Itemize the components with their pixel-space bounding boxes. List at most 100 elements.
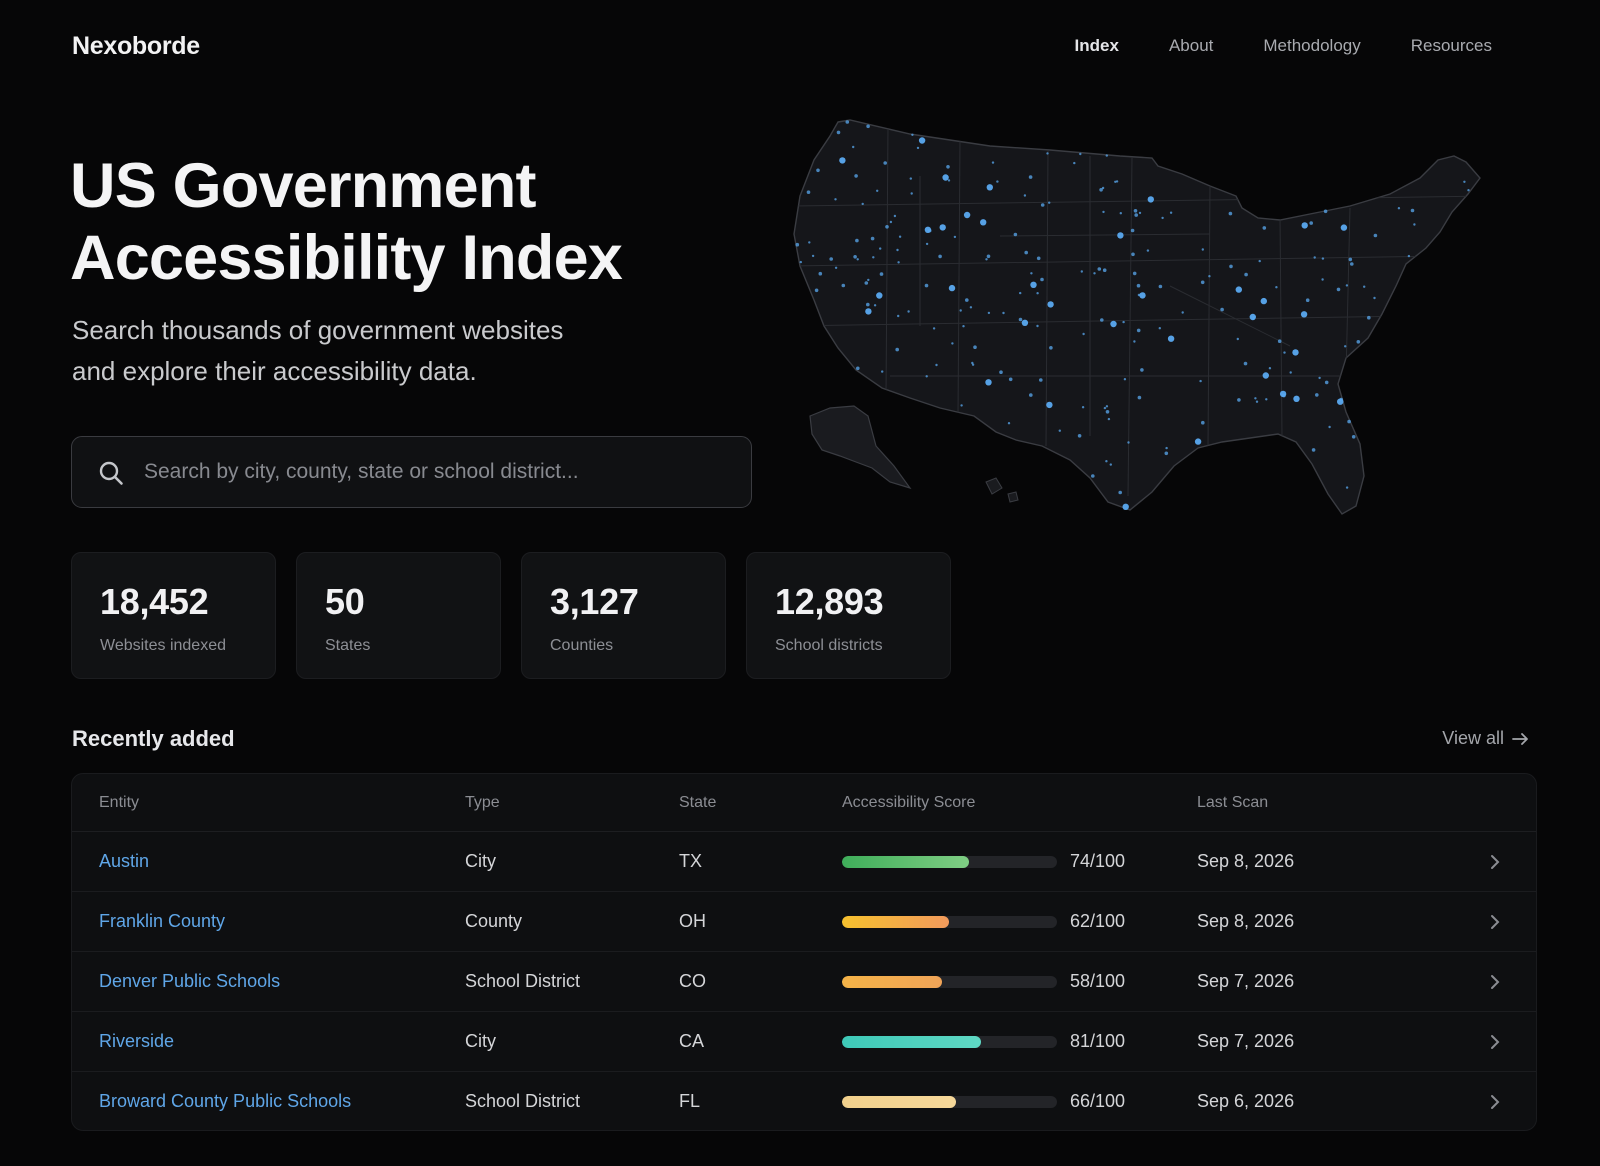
map-dot [1115,180,1119,183]
map-dot [1117,232,1124,239]
map-dot [1024,250,1028,255]
us-map-outline [793,119,1481,515]
score-text: 81/100 [1070,1031,1126,1051]
map-dot [1040,277,1044,282]
map-dot [1260,297,1267,305]
map-dot [1323,209,1328,214]
stat-label: Websites indexed [100,637,226,654]
map-dot [1345,486,1349,489]
search-input[interactable] [144,437,734,507]
map-dot [865,308,872,315]
map-dot [1102,210,1105,214]
table-row[interactable]: Denver Public Schools School District CO… [72,952,1536,1012]
map-dot [1236,337,1239,341]
column-header-last-scan[interactable]: Last Scan [1197,794,1269,811]
search-box [71,436,752,508]
alaska-outline [809,405,912,490]
brand-logo[interactable]: Nexoborde [72,32,200,60]
map-dot [1194,438,1202,445]
column-header-entity[interactable]: Entity [99,794,140,811]
map-dot [839,157,846,164]
map-dot [876,292,883,299]
chevron-right-icon[interactable] [1488,912,1502,932]
map-dot [942,174,949,181]
map-dot [1292,349,1299,356]
map-dot [999,370,1003,374]
map-dot [1132,271,1137,276]
map-dot [814,288,819,293]
table-row[interactable]: Broward County Public Schools School Dis… [72,1072,1536,1130]
table-row[interactable]: Riverside City CA 81/100 Sep 7, 2026 [72,1012,1536,1072]
map-dot [1467,189,1470,192]
map-dot [1105,154,1108,157]
map-dot [1324,380,1329,385]
map-dot [1315,393,1319,397]
map-dot [1228,211,1233,216]
column-header-score[interactable]: Accessibility Score [842,794,976,811]
map-dot [987,311,991,315]
score-bar-fill [842,856,970,868]
view-all-label: View all [1442,728,1504,748]
chevron-right-icon[interactable] [1488,972,1502,992]
map-dot [962,325,965,328]
nav-item-methodology[interactable]: Methodology [1263,36,1361,55]
nav-item-resources[interactable]: Resources [1410,36,1492,55]
map-dot [910,192,913,195]
map-dot [1118,490,1122,495]
column-header-type[interactable]: Type [465,794,500,811]
map-dot [946,165,950,169]
map-dot [897,314,900,318]
map-dot [1201,420,1205,425]
map-dot [1300,311,1308,318]
last-scan-cell: Sep 7, 2026 [1197,971,1295,991]
state-cell: OH [679,911,706,931]
type-cell: City [465,851,496,871]
chevron-right-icon[interactable] [1488,1092,1502,1112]
entity-link[interactable]: Denver Public Schools [99,971,281,991]
chevron-right-icon[interactable] [1488,852,1502,872]
map-dot [1243,361,1248,366]
score-bar [842,856,1057,868]
score-bar-fill [842,1096,956,1108]
map-dot [1046,401,1053,409]
map-dot [1321,257,1325,260]
map-dot [1293,395,1300,402]
table-row[interactable]: Franklin County County OH 62/100 Sep 8, … [72,892,1536,952]
view-all-link[interactable]: View all [1442,728,1530,749]
map-dot [1283,351,1286,354]
map-dot [1146,249,1150,252]
nav-item-index[interactable]: Index [1074,36,1119,55]
map-dot [1103,406,1107,410]
map-dot [897,261,900,264]
table-row[interactable]: Austin City TX 74/100 Sep 8, 2026 [72,832,1536,892]
entity-link[interactable]: Broward County Public Schools [99,1091,352,1111]
last-scan-cell: Sep 7, 2026 [1197,1031,1295,1051]
entity-link[interactable]: Austin [99,851,150,871]
map-dot [1244,272,1248,277]
map-dot [898,235,902,238]
map-dot [1167,335,1175,342]
stat-label: School districts [775,637,883,654]
map-dot [856,366,860,371]
map-dot [1344,345,1347,348]
map-dot [1311,448,1316,452]
page-subtitle-line1: Search thousands of government websites [72,315,564,345]
map-dot [1091,474,1095,478]
score-text: 62/100 [1070,911,1126,931]
chevron-right-icon[interactable] [1488,1032,1502,1052]
stat-card-websites: 18,452 Websites indexed [71,552,276,679]
column-header-state[interactable]: State [679,794,717,811]
nav-item-about[interactable]: About [1168,36,1214,55]
map-dot [1102,268,1107,272]
page-title-line1: US Government [70,151,537,221]
map-dot [1077,434,1082,438]
map-dot [1265,398,1268,401]
map-dot [1018,317,1023,322]
entity-link[interactable]: Riverside [99,1031,175,1051]
map-dot [1131,252,1135,257]
map-dot [1109,463,1112,466]
map-dot [1262,226,1267,230]
map-dot [1136,283,1141,288]
map-dot [1110,320,1117,328]
entity-link[interactable]: Franklin County [99,911,226,931]
